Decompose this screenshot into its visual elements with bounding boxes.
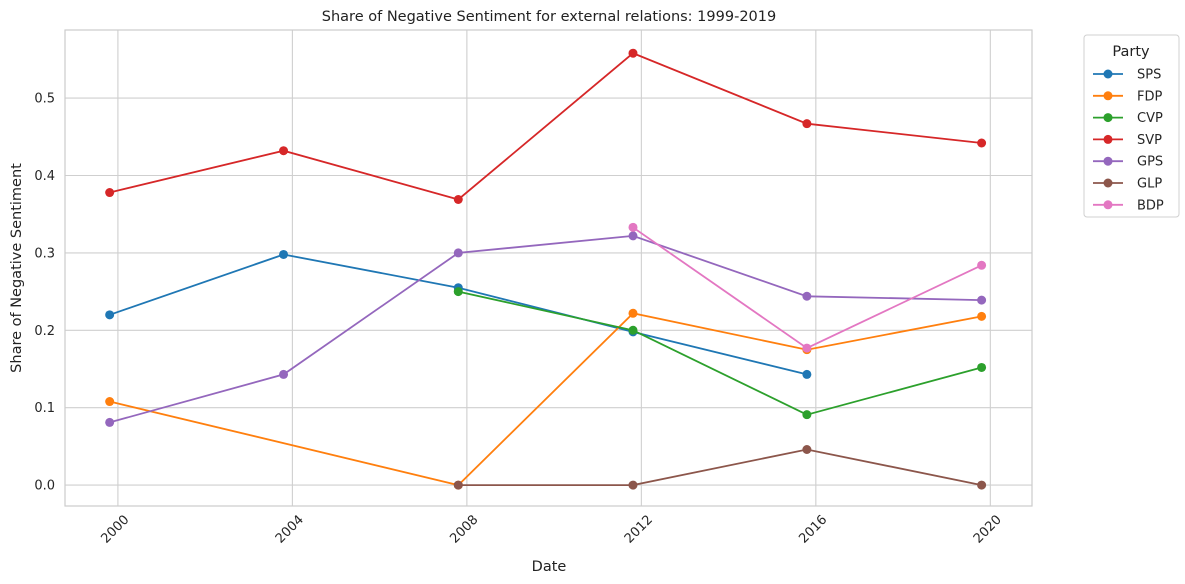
data-point-fdp	[628, 308, 638, 318]
legend-title: Party	[1112, 44, 1150, 60]
series-sps	[105, 249, 812, 379]
series-cvp	[453, 287, 987, 420]
legend-item-sps: SPS	[1093, 68, 1161, 83]
series-glp	[453, 444, 987, 490]
y-tick-label: 0.4	[34, 169, 55, 184]
legend-item-glp: GLP	[1093, 177, 1162, 192]
legend-item-svp: SVP	[1093, 133, 1162, 148]
legend-box	[1083, 34, 1180, 218]
series-line-cvp	[458, 290, 982, 416]
data-point-svp	[279, 146, 289, 156]
legend-item-fdp: FDP	[1093, 89, 1162, 104]
x-axis-label: Date	[532, 559, 567, 575]
data-point-glp	[802, 444, 812, 454]
data-point-sps	[802, 369, 812, 379]
x-tick-label: 2016	[796, 513, 830, 547]
series-bdp	[628, 222, 987, 353]
series-line-glp	[458, 448, 982, 486]
x-tick-label: 2012	[622, 513, 656, 547]
legend-swatch-marker	[1103, 156, 1113, 166]
y-tick-label: 0.2	[34, 324, 55, 339]
legend-item-cvp: CVP	[1093, 111, 1163, 126]
y-tick-label: 0.3	[34, 246, 55, 261]
data-point-sps	[279, 249, 289, 259]
x-tick-label: 2008	[447, 513, 481, 547]
x-tick-label: 2004	[273, 513, 307, 547]
data-point-gps	[628, 231, 638, 241]
legend-swatch-marker	[1103, 91, 1113, 101]
x-tick-labels: 2000 2004 2008 2012 2016 2020	[98, 513, 1004, 547]
data-point-svp	[628, 48, 638, 58]
legend-swatch-marker	[1103, 200, 1113, 210]
legend-label: BDP	[1137, 198, 1164, 213]
legend-item-bdp: BDP	[1093, 198, 1164, 213]
legend-label: FDP	[1137, 89, 1162, 104]
data-point-cvp	[453, 287, 463, 297]
y-tick-label: 0.1	[34, 401, 55, 416]
data-point-fdp	[105, 397, 115, 407]
legend-swatch-marker	[1103, 134, 1113, 144]
series-fdp	[105, 308, 987, 490]
data-point-svp	[977, 138, 987, 148]
data-point-cvp	[977, 362, 987, 372]
data-point-cvp	[802, 410, 812, 420]
legend-swatch-marker	[1103, 178, 1113, 188]
legend-item-gps: GPS	[1093, 155, 1163, 170]
data-point-cvp	[628, 325, 638, 335]
data-point-svp	[453, 195, 463, 205]
legend-label: SVP	[1137, 133, 1162, 148]
data-point-gps	[977, 295, 987, 305]
data-point-bdp	[802, 343, 812, 353]
legend-label: GPS	[1137, 155, 1163, 170]
x-tick-label: 2020	[971, 513, 1005, 547]
data-point-gps	[105, 417, 115, 427]
series-line-sps	[109, 253, 808, 376]
series-lines	[105, 48, 987, 490]
data-point-glp	[453, 480, 463, 490]
data-point-bdp	[628, 222, 638, 232]
legend-label: SPS	[1137, 68, 1161, 83]
data-point-glp	[977, 480, 987, 490]
y-tick-label: 0.5	[34, 92, 55, 107]
legend: Party SPS FDP CVP SVP GPS GLP BDP	[1083, 34, 1180, 218]
plot-frame	[64, 29, 1033, 507]
series-gps	[105, 231, 987, 427]
series-svp	[105, 48, 987, 205]
x-tick-label: 2000	[98, 513, 132, 547]
data-point-svp	[105, 188, 115, 198]
chart-title: Share of Negative Sentiment for external…	[322, 9, 776, 25]
legend-label: GLP	[1137, 177, 1162, 192]
y-tick-labels: 0.0 0.1 0.2 0.3 0.4 0.5	[34, 92, 55, 494]
legend-swatch-marker	[1103, 113, 1113, 123]
y-axis-label: Share of Negative Sentiment	[9, 163, 25, 373]
data-point-glp	[628, 480, 638, 490]
data-point-fdp	[977, 311, 987, 321]
series-line-svp	[109, 52, 982, 201]
data-point-gps	[453, 248, 463, 258]
data-point-sps	[105, 310, 115, 320]
data-point-bdp	[977, 260, 987, 270]
legend-label: CVP	[1137, 111, 1163, 126]
data-point-gps	[279, 369, 289, 379]
data-point-gps	[802, 291, 812, 301]
series-line-gps	[109, 234, 982, 424]
data-point-svp	[802, 119, 812, 129]
y-tick-label: 0.0	[34, 479, 55, 494]
legend-swatch-marker	[1103, 69, 1113, 79]
grid-lines	[65, 30, 1032, 506]
